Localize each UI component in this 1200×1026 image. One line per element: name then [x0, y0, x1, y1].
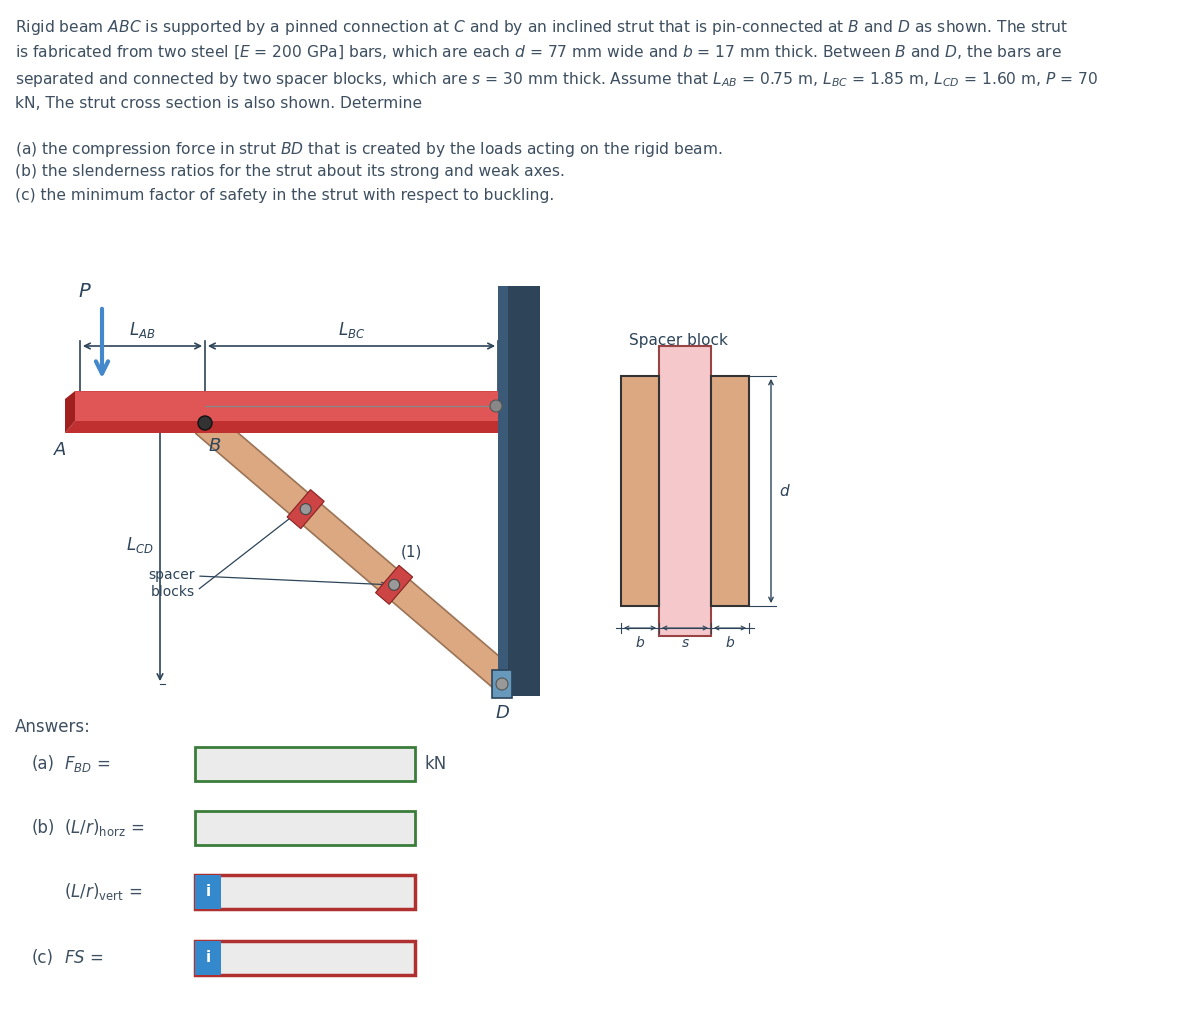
- Text: d: d: [779, 483, 788, 499]
- Text: i: i: [205, 884, 210, 900]
- Text: b: b: [636, 636, 644, 650]
- Text: $(L/r)_{\rm horz}$ =: $(L/r)_{\rm horz}$ =: [64, 818, 144, 838]
- Bar: [194, 875, 221, 909]
- Bar: [659, 346, 710, 636]
- Text: (1): (1): [401, 544, 422, 559]
- Bar: [194, 941, 415, 975]
- Text: is fabricated from two steel [$E$ = 200 GPa] bars, which are each $d$ = 77 mm wi: is fabricated from two steel [$E$ = 200 …: [14, 44, 1062, 62]
- Text: P: P: [78, 282, 90, 301]
- Bar: [74, 391, 500, 421]
- Text: $L_{AB}$: $L_{AB}$: [130, 320, 156, 340]
- Text: C: C: [504, 425, 517, 443]
- Circle shape: [490, 400, 502, 412]
- Text: A: A: [54, 441, 66, 459]
- Text: Spacer block: Spacer block: [629, 333, 728, 348]
- Text: B: B: [209, 437, 221, 455]
- Bar: [194, 811, 415, 845]
- Text: $FS$ =: $FS$ =: [64, 949, 103, 966]
- Text: spacer
blocks: spacer blocks: [149, 568, 194, 598]
- Text: s: s: [682, 636, 689, 650]
- Polygon shape: [376, 565, 413, 604]
- Text: (a): (a): [32, 755, 55, 773]
- Text: (a) the compression force in strut $BD$ that is created by the loads acting on t: (a) the compression force in strut $BD$ …: [14, 140, 722, 159]
- Polygon shape: [65, 421, 500, 433]
- Bar: [194, 941, 221, 975]
- Polygon shape: [65, 391, 74, 433]
- Text: (c): (c): [32, 949, 54, 966]
- Text: $L_{CD}$: $L_{CD}$: [126, 535, 154, 555]
- Text: $L_{BC}$: $L_{BC}$: [338, 320, 365, 340]
- Text: (b): (b): [32, 819, 55, 837]
- Text: $F_{BD}$ =: $F_{BD}$ =: [64, 754, 110, 774]
- Text: b: b: [726, 636, 734, 650]
- Bar: [194, 747, 415, 781]
- Bar: [492, 670, 512, 698]
- Circle shape: [389, 580, 400, 590]
- Bar: [498, 286, 540, 696]
- Bar: [622, 376, 659, 606]
- Circle shape: [198, 416, 212, 430]
- Bar: [194, 875, 415, 909]
- Text: 110.041: 110.041: [203, 819, 271, 837]
- Bar: [498, 286, 508, 696]
- Text: i: i: [205, 950, 210, 965]
- Text: kN: kN: [425, 755, 448, 773]
- Text: 0.138: 0.138: [227, 949, 275, 966]
- Text: kN, The strut cross section is also shown. Determine: kN, The strut cross section is also show…: [14, 96, 422, 111]
- Text: (b) the slenderness ratios for the strut about its strong and weak axes.: (b) the slenderness ratios for the strut…: [14, 164, 565, 179]
- Circle shape: [496, 678, 508, 690]
- Circle shape: [300, 504, 311, 515]
- Text: 150.43: 150.43: [203, 755, 262, 773]
- Text: separated and connected by two spacer blocks, which are $s$ = 30 mm thick. Assum: separated and connected by two spacer bl…: [14, 70, 1098, 89]
- Polygon shape: [196, 412, 520, 695]
- Text: Answers:: Answers:: [14, 718, 91, 736]
- Bar: [710, 376, 749, 606]
- Text: 498.471: 498.471: [227, 883, 295, 901]
- Text: Rigid beam $ABC$ is supported by a pinned connection at $C$ and by an inclined s: Rigid beam $ABC$ is supported by a pinne…: [14, 18, 1068, 37]
- Text: $(L/r)_{\rm vert}$ =: $(L/r)_{\rm vert}$ =: [64, 881, 142, 903]
- Text: (c) the minimum factor of safety in the strut with respect to buckling.: (c) the minimum factor of safety in the …: [14, 188, 554, 203]
- Text: D: D: [496, 704, 509, 722]
- Polygon shape: [287, 489, 324, 528]
